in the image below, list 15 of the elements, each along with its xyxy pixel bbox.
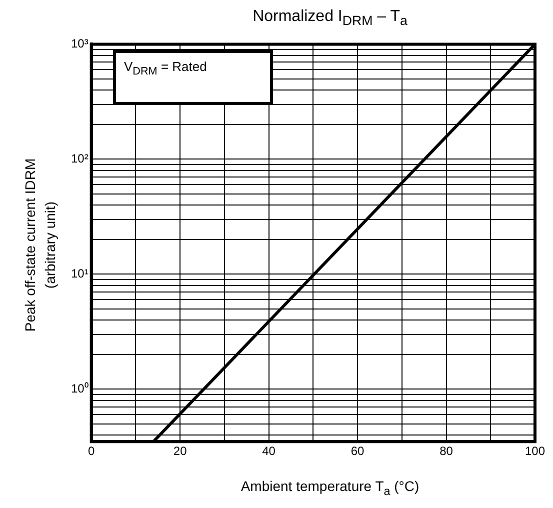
y-tick-label: 10¹ xyxy=(71,266,88,280)
x-tick-label: 60 xyxy=(350,444,365,458)
x-tick-label: 40 xyxy=(262,444,276,458)
x-tick-label: 0 xyxy=(88,444,96,458)
y-tick-label: 10⁰ xyxy=(70,381,88,396)
x-tick-label: 100 xyxy=(524,444,546,458)
note-frame: V$_{DRM}$ = Rated xyxy=(113,50,273,105)
y-tick-label: 10² xyxy=(71,152,88,166)
chart-title: Normalized I$_{DRM}$ – T$_{a}$ xyxy=(252,8,408,28)
x-tick-label: 80 xyxy=(440,444,454,458)
x-tick-label: 20 xyxy=(173,444,188,458)
x-axis-title: Ambient temperature T$_{a}$ (°C) xyxy=(240,478,420,498)
annotation: V$_{DRM}$ = Rated xyxy=(124,59,207,78)
y-tick-label: 10³ xyxy=(71,36,88,51)
y-axis-title: Peak off-state current IDRM (arbitrary unit) xyxy=(21,157,59,334)
